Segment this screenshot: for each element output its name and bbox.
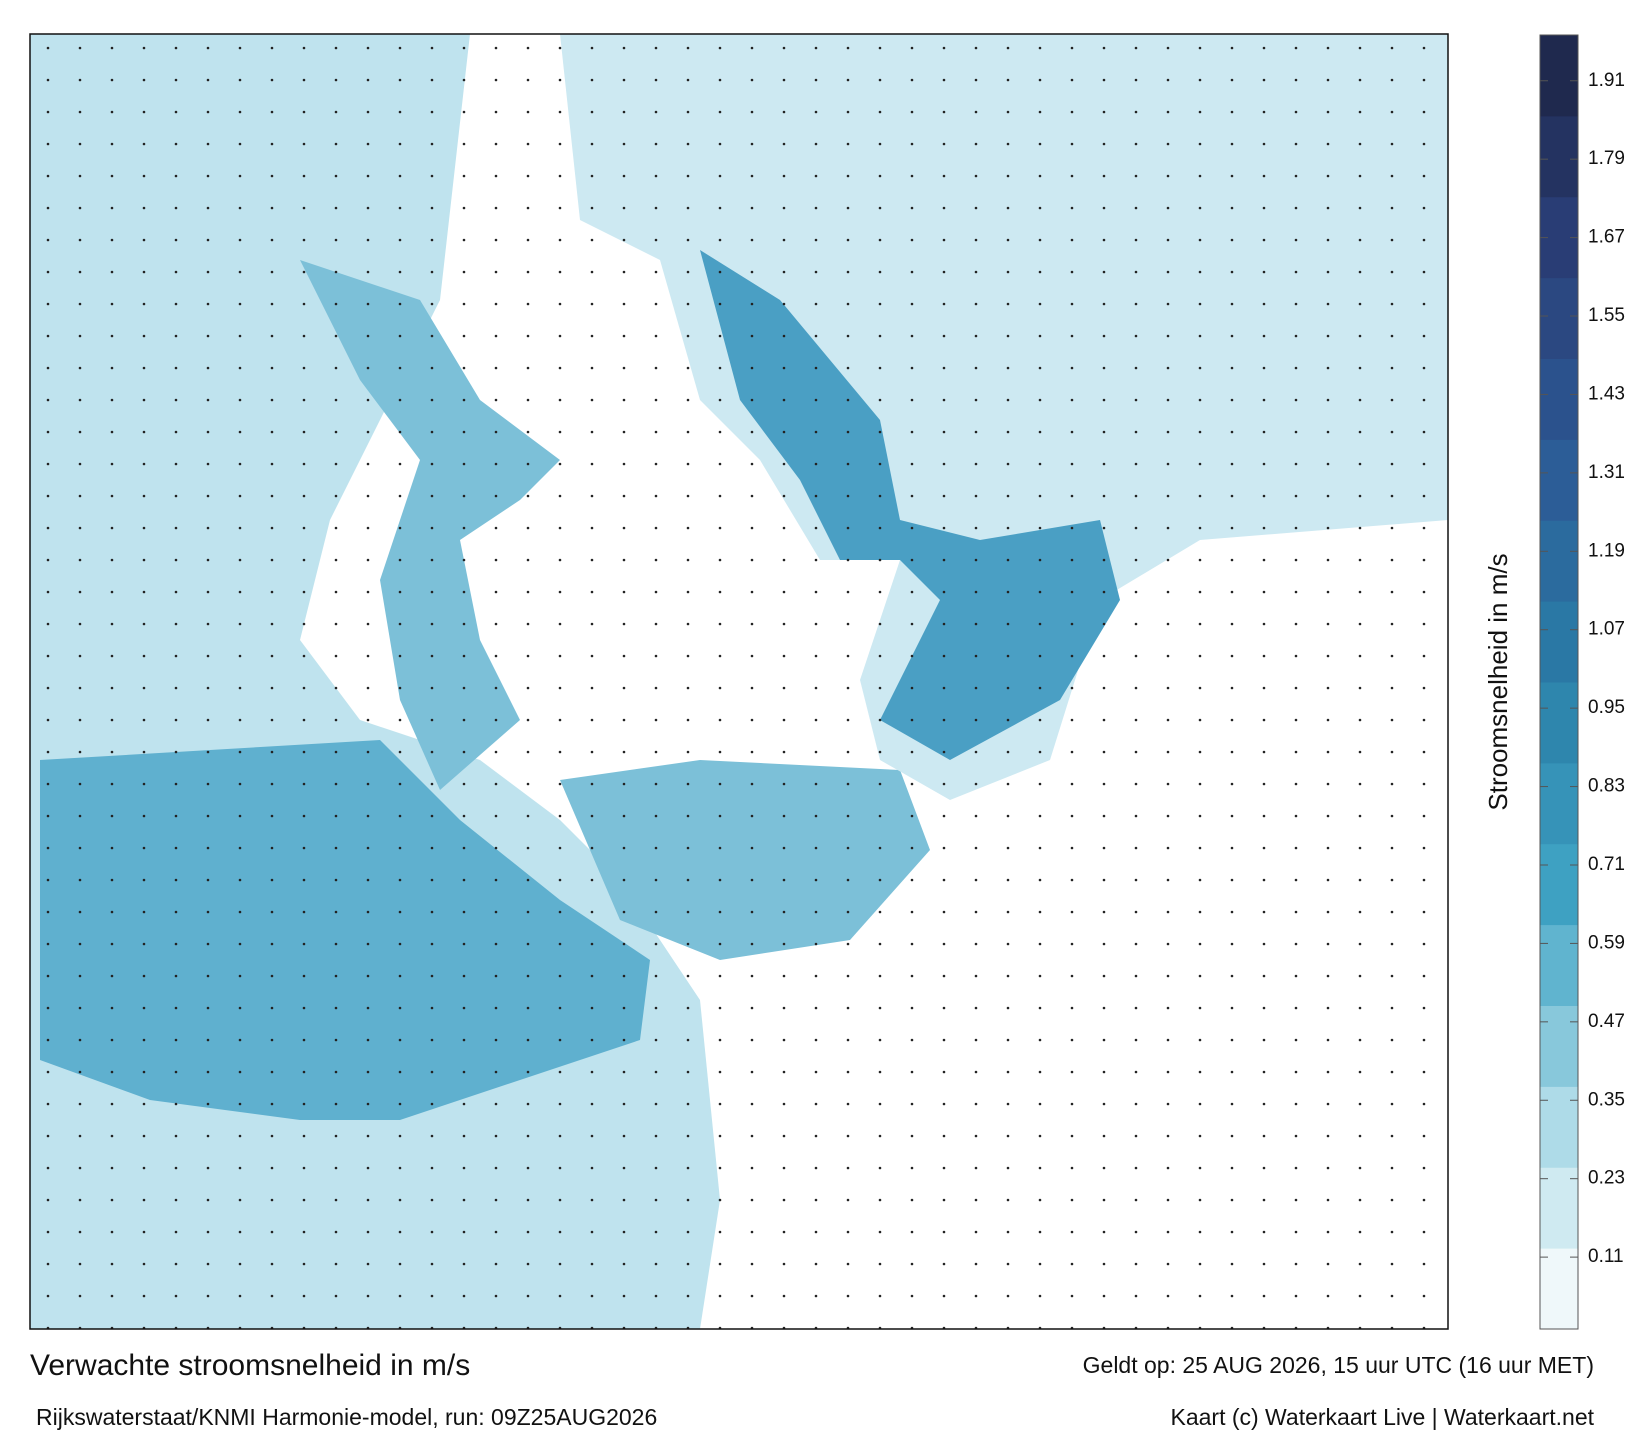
colorbar-tick-label: 0.71 — [1588, 854, 1625, 875]
map — [30, 34, 1448, 1329]
colorbar-band — [1540, 601, 1578, 683]
colorbar-band — [1540, 520, 1578, 602]
colorbar-tick-label: 1.79 — [1588, 148, 1625, 169]
colorbar: 0.11 0.23 0.35 0.47 0.59 0.71 0.83 0.95 1.07 1.19… — [1540, 35, 1625, 1330]
colorbar-tick-label: 1.91 — [1588, 70, 1625, 91]
colorbar-tick-label: 1.07 — [1588, 619, 1625, 640]
subtitle: Rijkswaterstaat/KNMI Harmonie-model, run… — [36, 1404, 657, 1430]
colorbar-label: Stroomsnelheid in m/s — [1483, 553, 1513, 810]
colorbar-band — [1540, 439, 1578, 521]
colorbar-tick-label: 0.11 — [1588, 1246, 1624, 1267]
colorbar-band — [1540, 924, 1578, 1006]
colorbar-tick-label: 1.31 — [1588, 462, 1625, 483]
colorbar-tick-label: 1.19 — [1588, 540, 1625, 561]
colorbar-tick-label: 0.47 — [1588, 1011, 1625, 1032]
colorbar-band — [1540, 1248, 1578, 1330]
colorbar-band — [1540, 762, 1578, 845]
colorbar-tick-label: 1.43 — [1588, 383, 1625, 404]
colorbar-band — [1540, 115, 1578, 198]
valid-time: Geldt op: 25 AUG 2026, 15 uur UTC (16 uu… — [1083, 1352, 1594, 1378]
colorbar-tick-label: 0.83 — [1588, 776, 1625, 797]
colorbar-band — [1540, 277, 1578, 359]
colorbar-band — [1540, 843, 1578, 926]
colorbar-tick-label: 0.95 — [1588, 697, 1625, 718]
map-frame — [29, 33, 1449, 1330]
colorbar-band — [1540, 682, 1578, 764]
colorbar-band — [1540, 358, 1578, 440]
colorbar-band — [1540, 1086, 1578, 1168]
colorbar-frame — [1539, 34, 1579, 1330]
colorbar-tick-label: 0.23 — [1588, 1168, 1625, 1189]
colorbar-band — [1540, 1167, 1578, 1249]
title: Verwachte stroomsnelheid in m/s — [30, 1349, 470, 1382]
colorbar-tick-label: 0.59 — [1588, 932, 1625, 953]
colorbar-tick-label: 0.35 — [1588, 1089, 1625, 1110]
colorbar-band — [1540, 1005, 1578, 1087]
colorbar-band — [1540, 35, 1578, 117]
colorbar-tick-label: 1.55 — [1588, 305, 1625, 326]
credit: Kaart (c) Waterkaart Live | Waterkaart.n… — [1170, 1404, 1594, 1430]
colorbar-tick-label: 1.67 — [1588, 227, 1625, 248]
